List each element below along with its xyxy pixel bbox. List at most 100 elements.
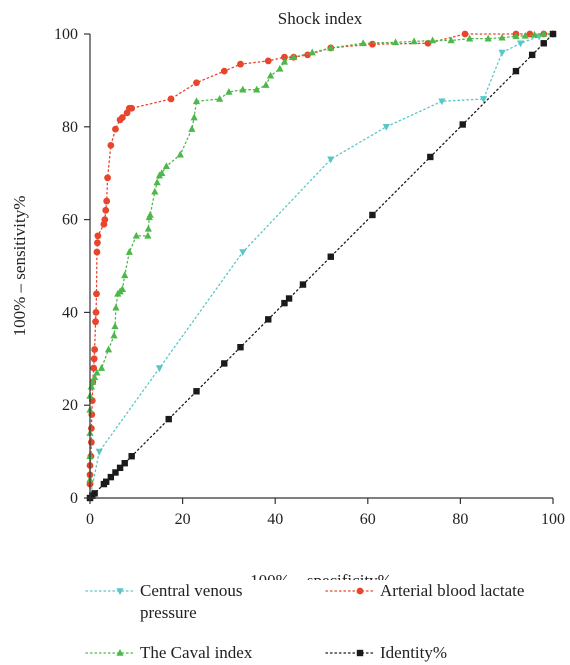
data-point-identity [107,473,115,481]
data-point-lactate [128,104,136,112]
series-line-caval [89,33,554,499]
data-point-caval [359,39,367,47]
data-point-identity [165,415,172,423]
data-point-lactate [91,346,99,353]
data-point-lactate [93,290,100,298]
data-point-caval [521,31,529,39]
data-point-cvp [95,448,103,456]
data-point-caval [429,36,437,44]
data-point-lactate [167,95,175,103]
x-tick-label: 80 [452,511,468,528]
data-point-identity [237,344,244,351]
data-point-identity [299,281,307,288]
series-line-lactate [89,33,554,499]
legend-label-lactate: Arterial blood lactate [380,581,525,600]
data-point-identity [112,469,119,476]
x-tick-label: 100 [541,511,565,528]
axes: 0 20 40 60 80 100 0 20 40 60 80 100 [54,26,565,528]
legend-label-identity: Identity% [380,643,448,662]
data-point-lactate [92,318,99,326]
data-point-lactate [237,60,244,68]
y-tick-label: 0 [70,490,78,507]
data-point-cvp [438,98,446,106]
data-point-identity [427,153,434,161]
data-point-cvp [516,40,525,48]
data-point-caval [225,88,233,95]
data-point-caval [447,36,455,44]
data-point-identity [528,51,536,59]
data-point-identity [265,316,272,323]
data-point-caval [190,113,198,121]
data-point-lactate [220,67,228,75]
data-point-caval [308,48,316,56]
legend-marker-caval [116,649,124,656]
data-point-caval [144,224,152,232]
data-point-caval [530,30,539,38]
x-tick-label: 60 [360,511,376,528]
data-point-lactate [461,30,469,38]
data-point-caval [216,94,224,102]
data-point-lactate [93,248,101,256]
data-point-lactate [103,197,111,205]
y-tick-label: 40 [62,304,78,321]
legend-marker-cvp [116,588,124,595]
data-point-identity [459,121,466,128]
data-point-lactate [304,51,312,59]
legend: Central venous pressure Arterial blood l… [80,580,560,664]
legend-item-caval: The Caval index [80,642,300,664]
data-point-caval [192,97,201,105]
data-point-identity [91,490,98,497]
data-point-identity [512,67,520,75]
y-axis-label: 100% – sensitivity% [10,196,29,337]
legend-swatch-identity [325,649,375,657]
data-point-caval [276,64,284,72]
data-point-lactate [94,239,101,247]
data-point-lactate [104,174,111,182]
legend-label-caval: The Caval index [140,643,253,662]
chart-title: Shock index [278,9,363,28]
data-point-caval [512,32,520,40]
data-point-identity [327,253,334,260]
data-point-caval [93,368,101,376]
data-point-identity [221,360,228,367]
data-point-cvp [382,124,390,131]
data-point-lactate [101,216,109,224]
x-tick-label: 0 [86,511,94,528]
x-tick-label: 20 [175,511,191,528]
data-point-caval [327,43,335,51]
series-line-cvp [89,33,554,499]
y-tick-label: 20 [62,397,78,414]
y-tick-label: 100 [54,26,78,43]
data-point-caval [391,38,400,46]
legend-swatch-lactate [325,587,375,595]
data-point-cvp [327,156,335,164]
data-point-cvp [498,49,506,57]
data-point-caval [290,53,298,60]
legend-marker-lactate [356,587,364,595]
y-tick-label: 80 [62,119,78,136]
data-point-lactate [369,40,376,48]
legend-item-lactate: Arterial blood lactate [320,580,540,602]
data-point-caval [89,378,97,385]
data-point-caval [146,210,154,218]
data-point-identity [549,30,557,38]
roc-chart: Shock index 0 20 40 60 80 100 0 20 40 60 80 100 100… [10,9,565,580]
data-point-identity [103,478,110,485]
legend-item-identity: Identity% [320,642,540,664]
series-identity [86,30,557,502]
data-point-caval [498,33,506,41]
data-point-lactate [92,309,100,316]
plot-area [86,30,557,502]
x-axis-label: 100% – specificity% [250,571,392,580]
legend-swatch-cvp [85,588,135,595]
data-point-lactate [90,364,98,372]
data-point-cvp [155,365,164,373]
data-point-caval [188,125,196,132]
data-point-caval [239,85,247,93]
data-point-identity [128,453,135,460]
series-line-identity [89,33,554,499]
data-point-caval [97,364,106,371]
data-point-lactate [424,39,432,47]
data-point-caval [110,331,118,339]
data-point-identity [193,388,200,395]
